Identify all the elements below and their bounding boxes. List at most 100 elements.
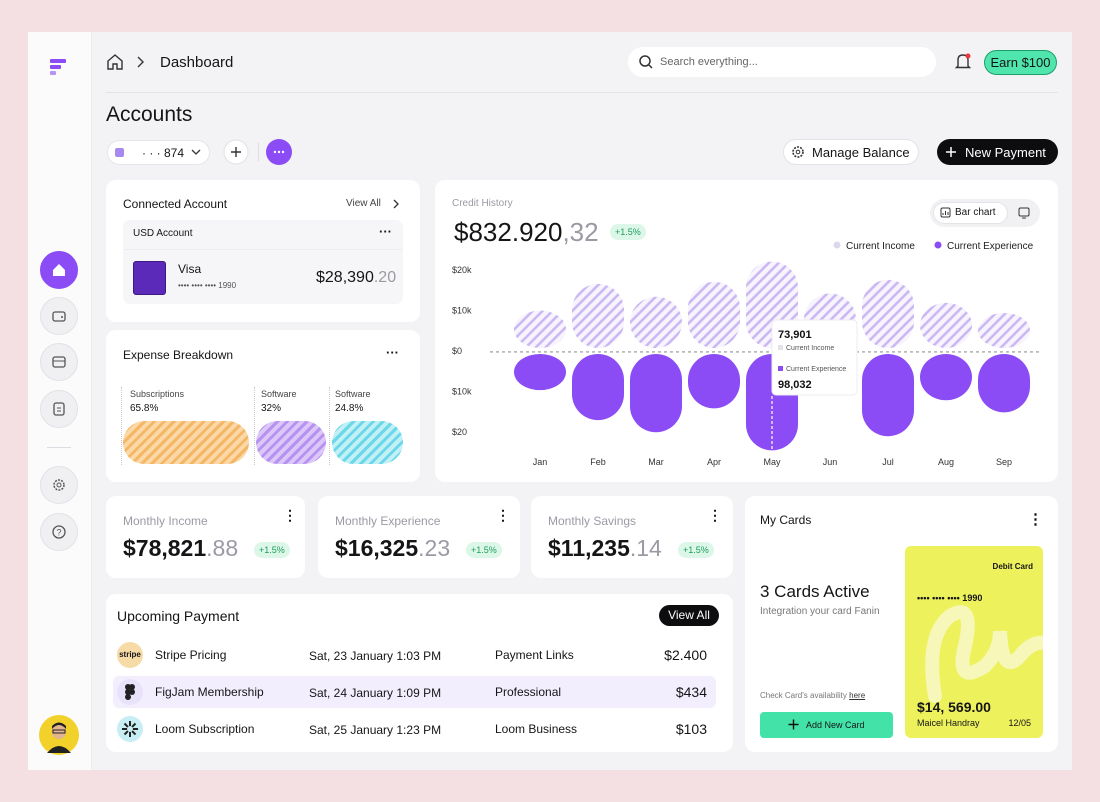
bar-chart-option[interactable] bbox=[933, 202, 1008, 224]
balance-whole: $28,390 bbox=[316, 269, 374, 286]
row-highlight bbox=[113, 676, 716, 708]
new-payment-label: New Payment bbox=[965, 145, 1046, 160]
stat-title: Monthly Savings bbox=[548, 514, 637, 528]
chevron bbox=[393, 199, 399, 209]
tooltip bbox=[771, 319, 858, 396]
expense-label: Software bbox=[261, 389, 297, 399]
nav-home[interactable] bbox=[40, 251, 78, 289]
nav-wallet[interactable] bbox=[40, 297, 78, 335]
x-tick-label: Feb bbox=[590, 457, 606, 467]
nav-help[interactable]: ? bbox=[40, 513, 78, 551]
change-badge: +1.5% bbox=[610, 224, 646, 240]
payment-name: Stripe Pricing bbox=[155, 648, 227, 662]
more-menu[interactable]: ⋮ bbox=[283, 507, 297, 523]
notification-bell[interactable] bbox=[954, 52, 972, 72]
legend-dot bbox=[833, 241, 841, 249]
chevron bbox=[191, 149, 201, 155]
x-tick-label: May bbox=[763, 457, 781, 467]
card-title: My Cards bbox=[760, 513, 812, 527]
more-menu[interactable]: ··· bbox=[379, 224, 392, 239]
payment-plan: Loom Business bbox=[495, 722, 578, 736]
balance-cents: .20 bbox=[373, 269, 397, 286]
y-tick-label: $10k bbox=[452, 386, 472, 396]
account-selector[interactable] bbox=[107, 140, 210, 165]
bar bbox=[688, 281, 740, 348]
bar bbox=[978, 312, 1030, 348]
breadcrumb-icons bbox=[107, 54, 144, 70]
tooltip-label: Current Experience bbox=[786, 366, 846, 373]
payment-date: Sat, 24 January 1:09 PM bbox=[309, 686, 442, 700]
change-badge: +1.5% bbox=[678, 542, 714, 558]
add-card-button[interactable] bbox=[760, 712, 893, 738]
separator bbox=[254, 387, 255, 465]
y-tick-label: $20k bbox=[452, 265, 472, 275]
debit-card bbox=[905, 546, 1043, 738]
nav-cards[interactable] bbox=[40, 343, 78, 381]
bar-chart: Current Income Current Experience $20k $10k… bbox=[452, 241, 1042, 467]
add-button[interactable] bbox=[223, 139, 249, 165]
view-all-button[interactable]: View All bbox=[659, 605, 719, 626]
x-tick-label: Aug bbox=[938, 457, 954, 467]
view-all-link[interactable]: View All bbox=[346, 198, 381, 209]
usd-account-box bbox=[123, 220, 403, 304]
x-tick-label: Jan bbox=[533, 457, 548, 467]
y-tick-label: $0 bbox=[452, 346, 462, 356]
change-badge: +1.5% bbox=[466, 542, 502, 558]
card-name: Visa bbox=[178, 262, 202, 276]
amount-whole: $78,821 bbox=[123, 535, 207, 561]
add-card-label: Add New Card bbox=[806, 720, 865, 730]
gear-icon bbox=[792, 146, 804, 158]
more-menu[interactable]: ⋮ bbox=[1028, 511, 1043, 528]
icon bbox=[52, 311, 66, 322]
bar bbox=[630, 296, 682, 348]
y-tick-label: $20 bbox=[452, 427, 467, 437]
bar bbox=[920, 302, 972, 348]
total-whole: $832.920 bbox=[454, 217, 563, 247]
payment-plan: Payment Links bbox=[495, 648, 574, 662]
payment-logo: stripe bbox=[117, 642, 143, 668]
logo bbox=[50, 59, 66, 75]
y-tick-label: $10k bbox=[452, 306, 472, 316]
total-cents: ,32 bbox=[562, 217, 599, 247]
cards-active: 3 Cards Active bbox=[760, 582, 870, 601]
bar bbox=[514, 353, 566, 391]
card-expiry: 12/05 bbox=[1008, 718, 1031, 728]
table-option[interactable] bbox=[1018, 207, 1030, 219]
x-tick-label: Mar bbox=[648, 457, 664, 467]
expense-share: 24.8% bbox=[335, 403, 364, 414]
more-menu[interactable]: ⋮ bbox=[708, 507, 722, 523]
plus-icon bbox=[946, 147, 956, 157]
x-tick-label: Jun bbox=[823, 457, 838, 467]
divider bbox=[124, 249, 402, 250]
stat-card bbox=[106, 496, 305, 578]
card-title: Upcoming Payment bbox=[117, 608, 240, 624]
availability-text: Check Card's availability bbox=[760, 691, 847, 700]
avatar[interactable] bbox=[39, 715, 79, 755]
nav-settings[interactable] bbox=[40, 466, 78, 504]
payment-plan: Professional bbox=[495, 685, 562, 699]
more-button[interactable] bbox=[266, 139, 292, 165]
earn-button[interactable]: Earn $100 bbox=[984, 50, 1057, 75]
card-thumbnail bbox=[133, 261, 166, 295]
x-tick-label: Jul bbox=[882, 457, 894, 467]
more-menu[interactable]: ··· bbox=[386, 345, 399, 360]
more-menu[interactable]: ⋮ bbox=[496, 507, 510, 523]
icon: ? bbox=[52, 525, 66, 539]
payment-date: Sat, 25 January 1:23 PM bbox=[309, 723, 442, 737]
search-box[interactable] bbox=[628, 47, 936, 77]
payment-name: Loom Subscription bbox=[155, 722, 255, 736]
availability-link[interactable]: here bbox=[849, 691, 866, 700]
icon bbox=[52, 356, 66, 368]
legend-dot bbox=[934, 241, 942, 249]
bar bbox=[862, 353, 914, 437]
new-payment-button[interactable] bbox=[937, 139, 1058, 165]
manage-balance-button[interactable] bbox=[783, 139, 919, 165]
bar bbox=[862, 279, 914, 348]
nav-docs[interactable] bbox=[40, 390, 78, 428]
svg-text:?: ? bbox=[56, 528, 61, 538]
x-tick-label: Apr bbox=[707, 457, 721, 467]
tooltip-label: Current Income bbox=[786, 345, 834, 352]
card-balance: $14, 569.00 bbox=[917, 699, 991, 715]
amount-cents: .88 bbox=[206, 535, 239, 561]
tooltip-dot bbox=[778, 345, 783, 350]
